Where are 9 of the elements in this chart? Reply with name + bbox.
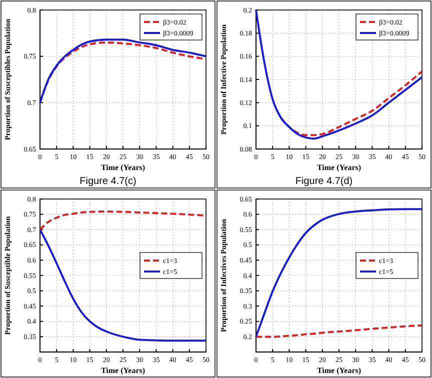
line-series [255,208,423,338]
caption: Figure 4.7(d) [295,176,353,187]
caption: Figure 4.7(c) [80,176,136,187]
x-axis-title: Time (Years) [316,163,362,172]
x-axis-title: Time (Years) [316,366,362,375]
line-series [255,324,423,338]
x-axis-title: Time (Years) [100,366,146,375]
line-series [39,228,207,342]
x-axis-title: Time (Years) [100,163,146,172]
